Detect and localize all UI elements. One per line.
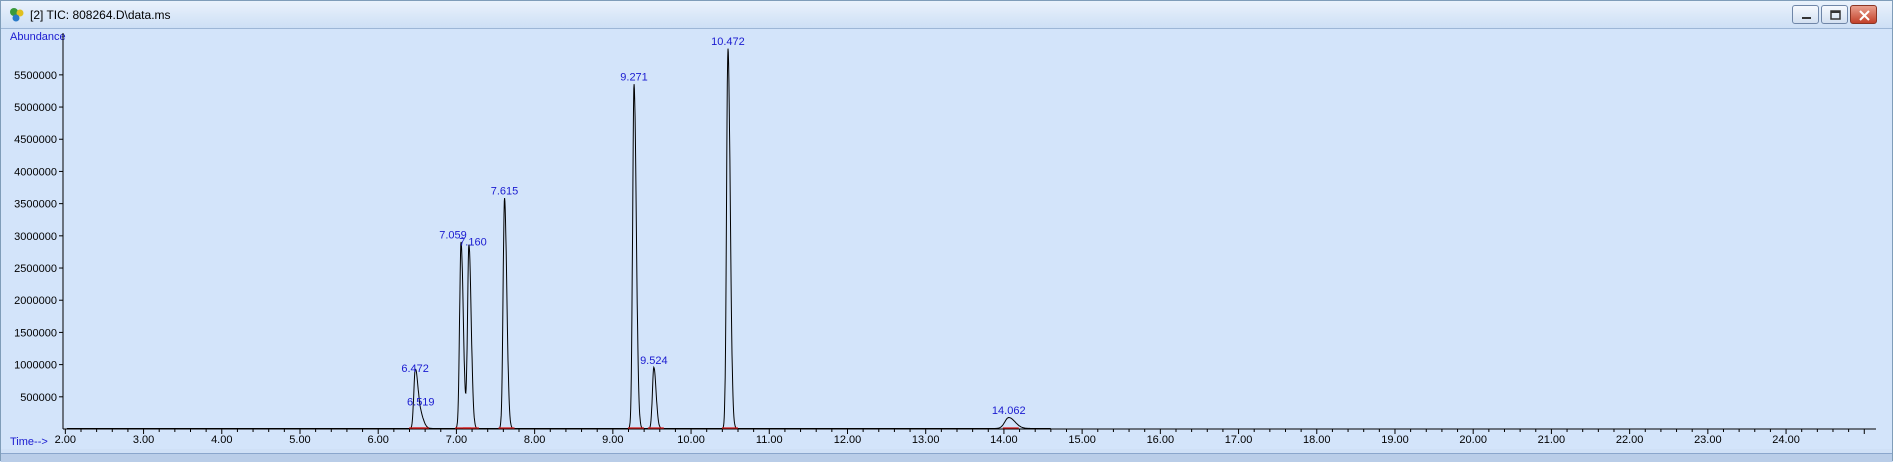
- x-tick-label: 19.00: [1381, 434, 1409, 446]
- x-tick-label: 21.00: [1538, 434, 1566, 446]
- chromatogram-chart[interactable]: Abundance Time--> 500000 1000000 1500000 20…: [1, 29, 1892, 449]
- y-tick-label: 3000000: [14, 231, 57, 243]
- x-tick-label: 15.00: [1068, 434, 1096, 446]
- peak-label: 10.472: [711, 36, 745, 48]
- x-tick-label: 11.00: [756, 434, 783, 446]
- minimize-button[interactable]: [1792, 5, 1819, 24]
- peak-label: 6.472: [401, 363, 429, 375]
- minimize-icon: [1802, 17, 1811, 19]
- y-tick-label: 4500000: [14, 134, 57, 146]
- x-axis-label: Time-->: [10, 436, 48, 448]
- x-tick-label: 18.00: [1303, 434, 1331, 446]
- x-tick-label: 9.00: [602, 434, 623, 446]
- peak-label: 7.059: [439, 229, 467, 241]
- x-tick-label: 22.00: [1616, 434, 1644, 446]
- peak-label: 9.524: [640, 355, 668, 367]
- x-tick-label: 8.00: [524, 434, 545, 446]
- x-tick-label: 20.00: [1459, 434, 1487, 446]
- x-tick-label: 17.00: [1225, 434, 1253, 446]
- tic-trace-line: [66, 48, 1051, 429]
- x-tick-label: 2.00: [55, 434, 76, 446]
- x-tick-label: 24.00: [1772, 434, 1800, 446]
- peak-label: 7.160: [459, 236, 487, 248]
- close-button[interactable]: [1850, 5, 1877, 24]
- x-tick-label: 23.00: [1694, 434, 1722, 446]
- peak-label: 14.062: [992, 405, 1026, 417]
- x-tick-label: 12.00: [834, 434, 862, 446]
- window-title: [2] TIC: 808264.D\data.ms: [30, 8, 171, 22]
- title-bar[interactable]: [2] TIC: 808264.D\data.ms: [1, 1, 1892, 29]
- x-tick-label: 6.00: [367, 434, 388, 446]
- x-tick-label: 3.00: [133, 434, 154, 446]
- chromatogram-plot-area[interactable]: Abundance Time--> 500000 1000000 1500000 20…: [1, 29, 1892, 449]
- peak-label: 9.271: [620, 72, 648, 84]
- x-tick-label: 7.00: [446, 434, 467, 446]
- x-tick-label: 13.00: [912, 434, 940, 446]
- y-tick-label: 5000000: [14, 102, 57, 114]
- x-tick-label: 16.00: [1147, 434, 1175, 446]
- y-tick-label: 1000000: [14, 360, 57, 372]
- x-tick-label: 14.00: [990, 434, 1018, 446]
- x-tick-label: 10.00: [677, 434, 705, 446]
- y-tick-label: 4000000: [14, 166, 57, 178]
- y-tick-label: 5500000: [14, 70, 57, 82]
- y-tick-label: 2500000: [14, 263, 57, 275]
- x-tick-label: 4.00: [211, 434, 232, 446]
- y-tick-label: 3500000: [14, 199, 57, 211]
- close-icon: [1859, 10, 1870, 21]
- peak-label: 7.615: [491, 185, 519, 197]
- peak-label: 6.519: [407, 397, 435, 409]
- restore-icon: [1830, 10, 1841, 20]
- chromatogram-app-icon: [10, 8, 24, 22]
- x-tick-label: 5.00: [289, 434, 310, 446]
- restore-button[interactable]: [1821, 5, 1848, 24]
- y-axis-label: Abundance: [10, 31, 66, 43]
- y-tick-label: 1500000: [14, 327, 57, 339]
- y-tick-label: 500000: [20, 392, 57, 404]
- window-bottom-border: [1, 453, 1892, 462]
- y-tick-label: 2000000: [14, 295, 57, 307]
